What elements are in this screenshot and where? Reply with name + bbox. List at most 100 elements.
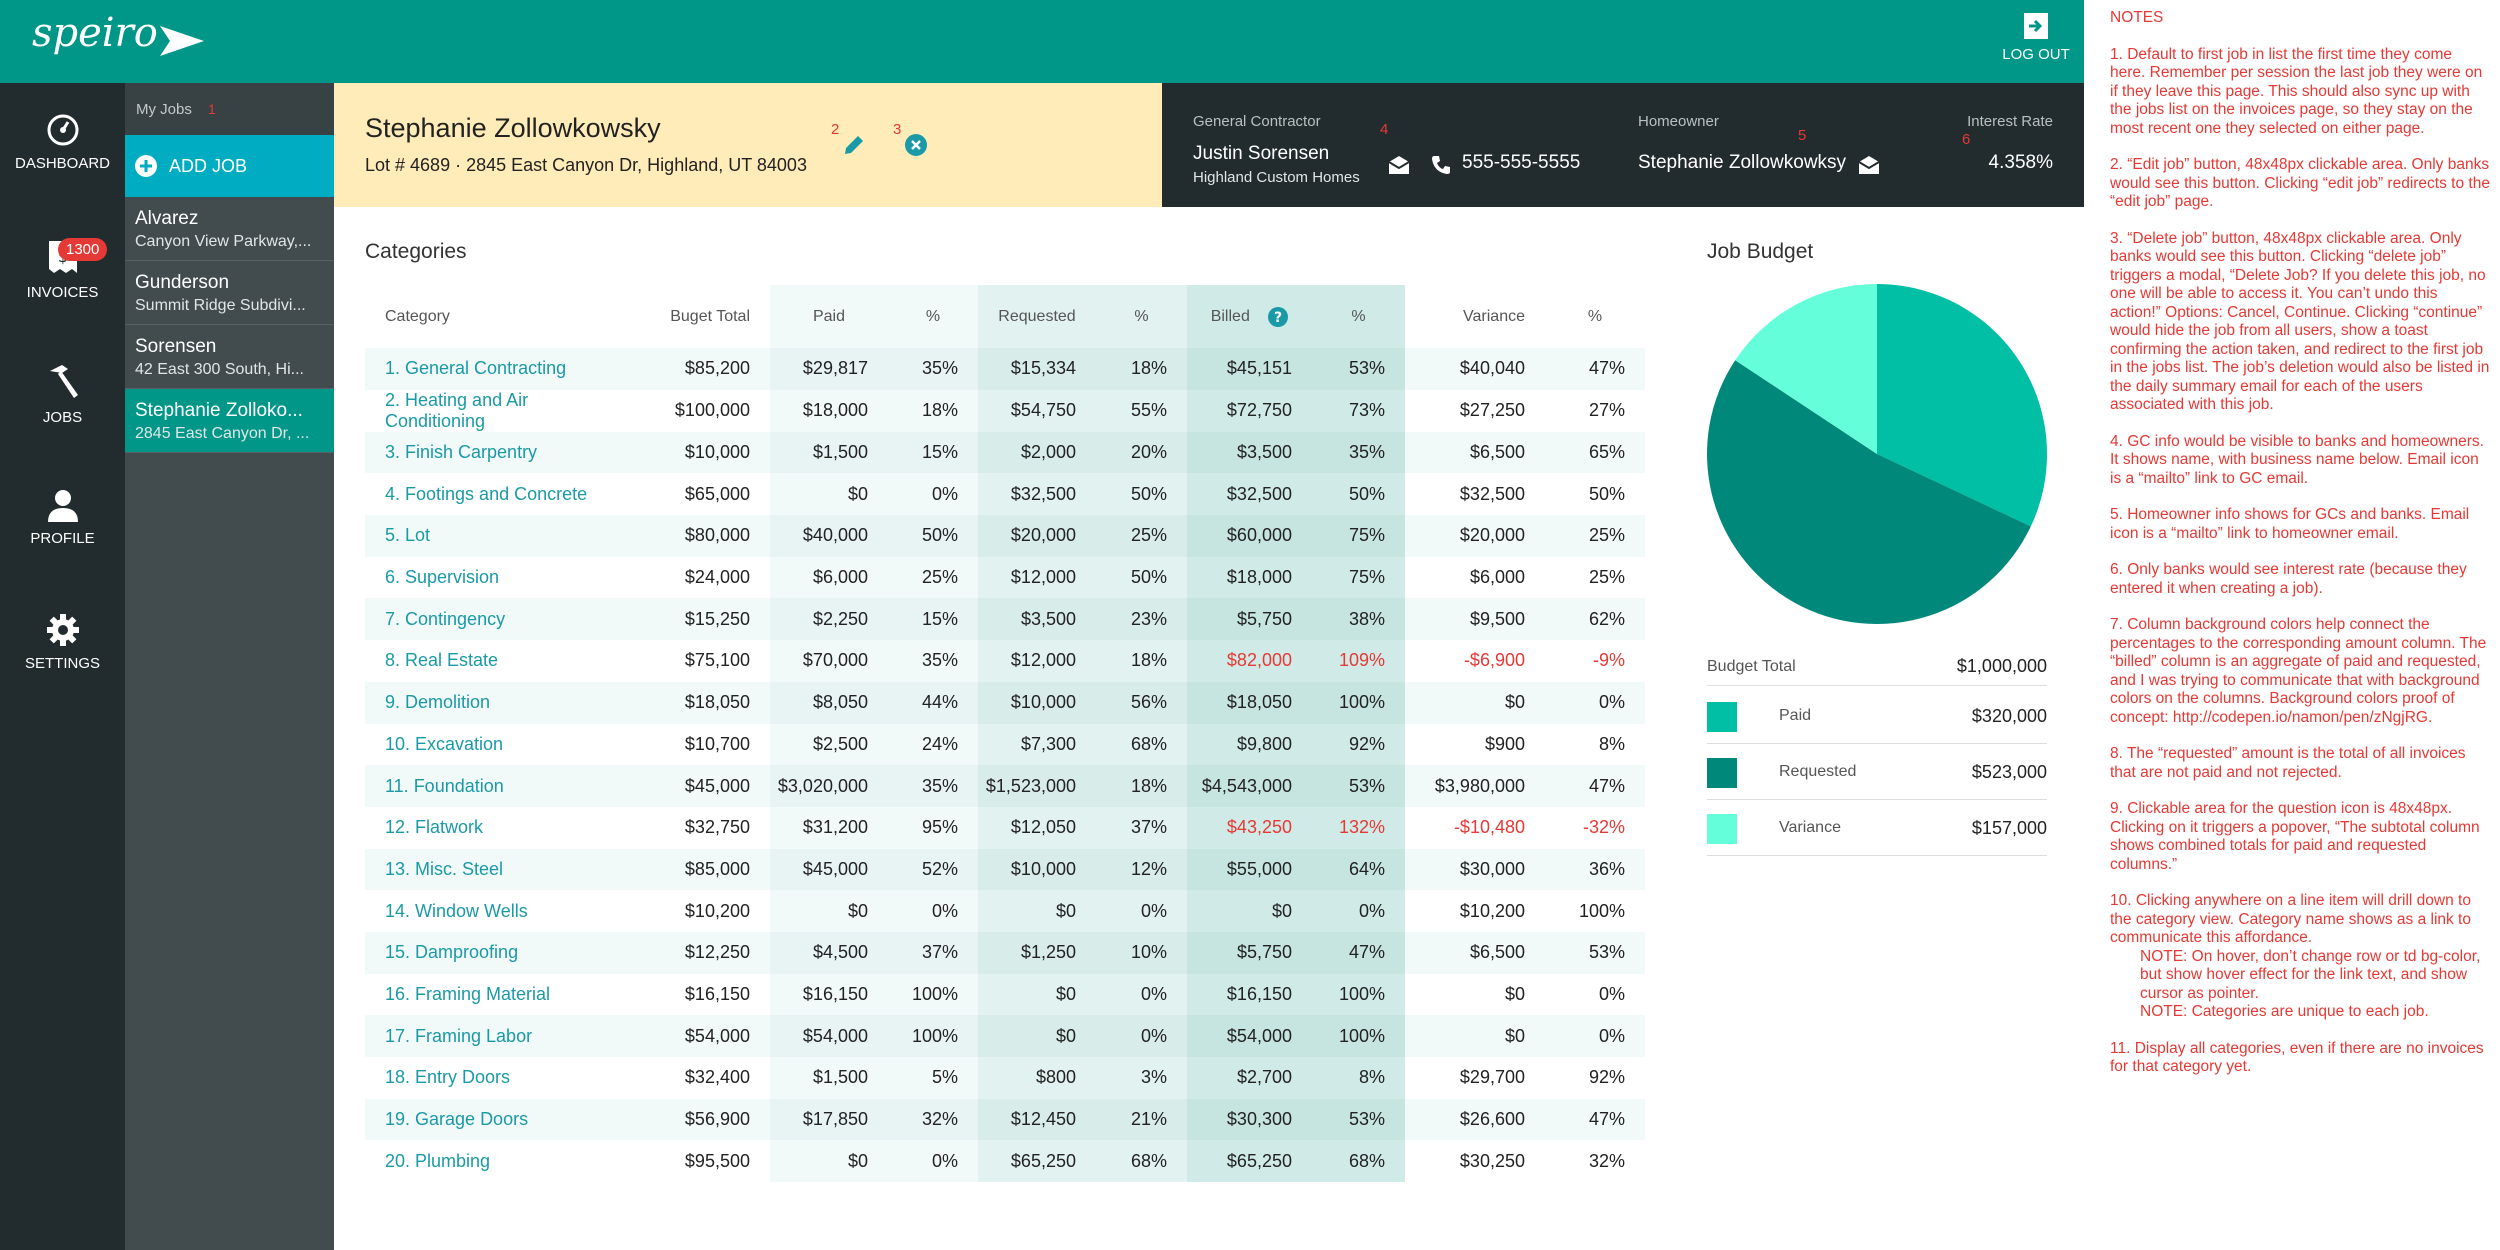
category-name[interactable]: 14. Window Wells — [385, 900, 528, 921]
category-name[interactable]: 10. Excavation — [385, 733, 504, 754]
job-item-zollowkowsky[interactable]: Stephanie Zolloko... 2845 East Canyon Dr,… — [125, 389, 334, 453]
variance-amount: $30,000 — [1405, 848, 1545, 891]
category-name[interactable]: 16. Framing Material — [385, 983, 551, 1004]
job-item-sorensen[interactable]: Sorensen 42 East 300 South, Hi... — [125, 325, 334, 389]
variance-amount: $27,250 — [1405, 390, 1545, 432]
cell-value: $80,000 — [684, 525, 750, 546]
category-name[interactable]: 13. Misc. Steel — [385, 858, 504, 879]
billed-amount: $30,300 — [1187, 1098, 1312, 1141]
category-name[interactable]: 7. Contingency — [385, 608, 506, 629]
billed-pct: 92% — [1312, 723, 1405, 766]
table-row[interactable]: 14. Window Wells $10,200 $0 0% $0 0% $0 0% $10,2… — [365, 890, 1645, 932]
cell-value: $54,000 — [684, 1025, 750, 1046]
category-name[interactable]: 4. Footings and Concrete — [385, 483, 588, 504]
billed-help-icon[interactable]: ? — [1268, 306, 1289, 327]
table-row[interactable]: 9. Demolition $18,050 $8,050 44% $10,000 56% $… — [365, 681, 1645, 724]
table-row[interactable]: 16. Framing Material $16,150 $16,150 100% $0… — [365, 973, 1645, 1016]
category-link[interactable]: 9. Demolition — [365, 681, 630, 724]
logo[interactable]: speiro — [32, 10, 158, 56]
add-job-button[interactable]: ADD JOB — [125, 135, 334, 197]
cell-value: 0% — [1598, 983, 1625, 1004]
table-row[interactable]: 15. Damproofing $12,250 $4,500 37% $1,250 10%… — [365, 931, 1645, 974]
table-row[interactable]: 19. Garage Doors $56,900 $17,850 32% $12,450… — [365, 1098, 1645, 1141]
job-address: 2845 East Canyon Dr, ... — [135, 425, 310, 442]
table-row[interactable]: 1. General Contracting $85,200 $29,817 35% $… — [365, 348, 1645, 390]
table-row[interactable]: 13. Misc. Steel $85,000 $45,000 52% $10,000 1… — [365, 848, 1645, 891]
paid-amount: $17,850 — [770, 1098, 888, 1141]
category-link[interactable]: 3. Finish Carpentry — [365, 431, 630, 474]
category-link[interactable]: 2. Heating and Air Conditioning — [365, 390, 630, 432]
category-name[interactable]: 20. Plumbing — [385, 1150, 491, 1171]
category-link[interactable]: 15. Damproofing — [365, 931, 630, 974]
table-row[interactable]: 20. Plumbing $95,500 $0 0% $65,250 68% $65,250… — [365, 1140, 1645, 1183]
table-row[interactable]: 17. Framing Labor $54,000 $54,000 100% $0 0% $… — [365, 1015, 1645, 1057]
category-name[interactable]: 9. Demolition — [385, 692, 491, 713]
category-name[interactable]: 3. Finish Carpentry — [385, 442, 538, 463]
variance-pct: -32% — [1545, 807, 1645, 849]
note-11: 11. Display all categories, even if ther… — [2110, 1039, 2484, 1076]
category-link[interactable]: 16. Framing Material — [365, 974, 630, 1016]
nav-dashboard[interactable]: DASHBOARD — [0, 113, 125, 223]
category-name[interactable]: 6. Supervision — [385, 567, 500, 588]
table-row[interactable]: 7. Contingency $15,250 $2,250 15% $3,500 23% $… — [365, 598, 1645, 641]
category-name[interactable]: 12. Flatwork — [385, 817, 484, 838]
category-name[interactable]: 11. Foundation — [385, 775, 504, 796]
cell-value: $65,000 — [684, 483, 750, 504]
category-name[interactable]: 18. Entry Doors — [385, 1067, 511, 1088]
table-row[interactable]: 8. Real Estate $75,100 $70,000 35% $12,000 18… — [365, 640, 1645, 682]
cell-value: $15,250 — [684, 608, 750, 629]
category-name[interactable]: 8. Real Estate — [385, 650, 499, 671]
category-name[interactable]: 19. Garage Doors — [385, 1109, 529, 1130]
note-10-hover: NOTE: On hover, don’t change row or td b… — [2140, 947, 2481, 1002]
homeowner-email-icon[interactable] — [1858, 154, 1880, 176]
category-link[interactable]: 18. Entry Doors — [365, 1057, 630, 1099]
category-link[interactable]: 14. Window Wells — [365, 890, 630, 932]
table-row[interactable]: 10. Excavation $10,700 $2,500 24% $7,300 68% $… — [365, 723, 1645, 766]
category-link[interactable]: 8. Real Estate — [365, 640, 630, 682]
gc-email-icon[interactable] — [1388, 154, 1410, 176]
category-link[interactable]: 10. Excavation — [365, 724, 630, 766]
cell-value: 47% — [1588, 775, 1625, 796]
category-name[interactable]: 17. Framing Labor — [385, 1025, 533, 1046]
cell-value: 35% — [921, 775, 958, 796]
table-row[interactable]: 11. Foundation $45,000 $3,020,000 35% $1,523… — [365, 765, 1645, 807]
table-row[interactable]: 6. Supervision $24,000 $6,000 25% $12,000 50%… — [365, 556, 1645, 599]
category-name[interactable]: 1. General Contracting — [385, 358, 567, 379]
edit-job-icon[interactable] — [842, 133, 866, 157]
category-link[interactable]: 17. Framing Labor — [365, 1015, 630, 1057]
cell-value: $72,750 — [1226, 400, 1292, 421]
category-link[interactable]: 19. Garage Doors — [365, 1098, 630, 1141]
category-link[interactable]: 20. Plumbing — [365, 1140, 630, 1182]
category-link[interactable]: 6. Supervision — [365, 557, 630, 599]
category-name[interactable]: 15. Damproofing — [385, 942, 519, 963]
phone-icon[interactable] — [1430, 154, 1452, 176]
job-item-gunderson[interactable]: Gunderson Summit Ridge Subdivi... — [125, 261, 334, 325]
category-link[interactable]: 12. Flatwork — [365, 807, 630, 849]
nav-settings[interactable]: SETTINGS — [0, 613, 125, 723]
nav-profile[interactable]: PROFILE — [0, 488, 125, 598]
category-link[interactable]: 4. Footings and Concrete — [365, 473, 630, 515]
category-name[interactable]: 5. Lot — [385, 525, 431, 546]
logout-button[interactable]: LOG OUT — [1988, 12, 2084, 72]
category-link[interactable]: 1. General Contracting — [365, 348, 630, 390]
delete-job-icon[interactable] — [905, 134, 927, 156]
category-name[interactable]: 2. Heating and Air Conditioning — [385, 389, 529, 431]
category-link[interactable]: 11. Foundation — [365, 765, 630, 807]
billed-pct: 0% — [1312, 890, 1405, 932]
nav-invoices[interactable]: $ INVOICES 1300 — [0, 238, 125, 348]
table-row[interactable]: 3. Finish Carpentry $10,000 $1,500 15% $2,00… — [365, 431, 1645, 474]
table-row[interactable]: 4. Footings and Concrete $65,000 $0 0% $32,5… — [365, 473, 1645, 516]
nav-jobs-label: JOBS — [42, 409, 83, 426]
table-row[interactable]: 2. Heating and Air Conditioning $100,000 $… — [365, 389, 1645, 432]
table-row[interactable]: 18. Entry Doors $32,400 $1,500 5% $800 3% $2,7… — [365, 1057, 1645, 1099]
requested-amount: $800 — [978, 1057, 1096, 1099]
nav-jobs[interactable]: JOBS — [0, 363, 125, 473]
table-row[interactable]: 12. Flatwork $32,750 $31,200 95% $12,050 37% $… — [365, 806, 1645, 849]
category-link[interactable]: 7. Contingency — [365, 598, 630, 641]
job-item-alvarez[interactable]: Alvarez Canyon View Parkway,... — [125, 197, 334, 261]
category-link[interactable]: 5. Lot — [365, 515, 630, 557]
category-link[interactable]: 13. Misc. Steel — [365, 848, 630, 891]
billed-amount: $54,000 — [1187, 1015, 1312, 1057]
table-row[interactable]: 5. Lot $80,000 $40,000 50% $20,000 25% $60,000… — [365, 515, 1645, 557]
cell-value: $1,250 — [1020, 942, 1076, 963]
